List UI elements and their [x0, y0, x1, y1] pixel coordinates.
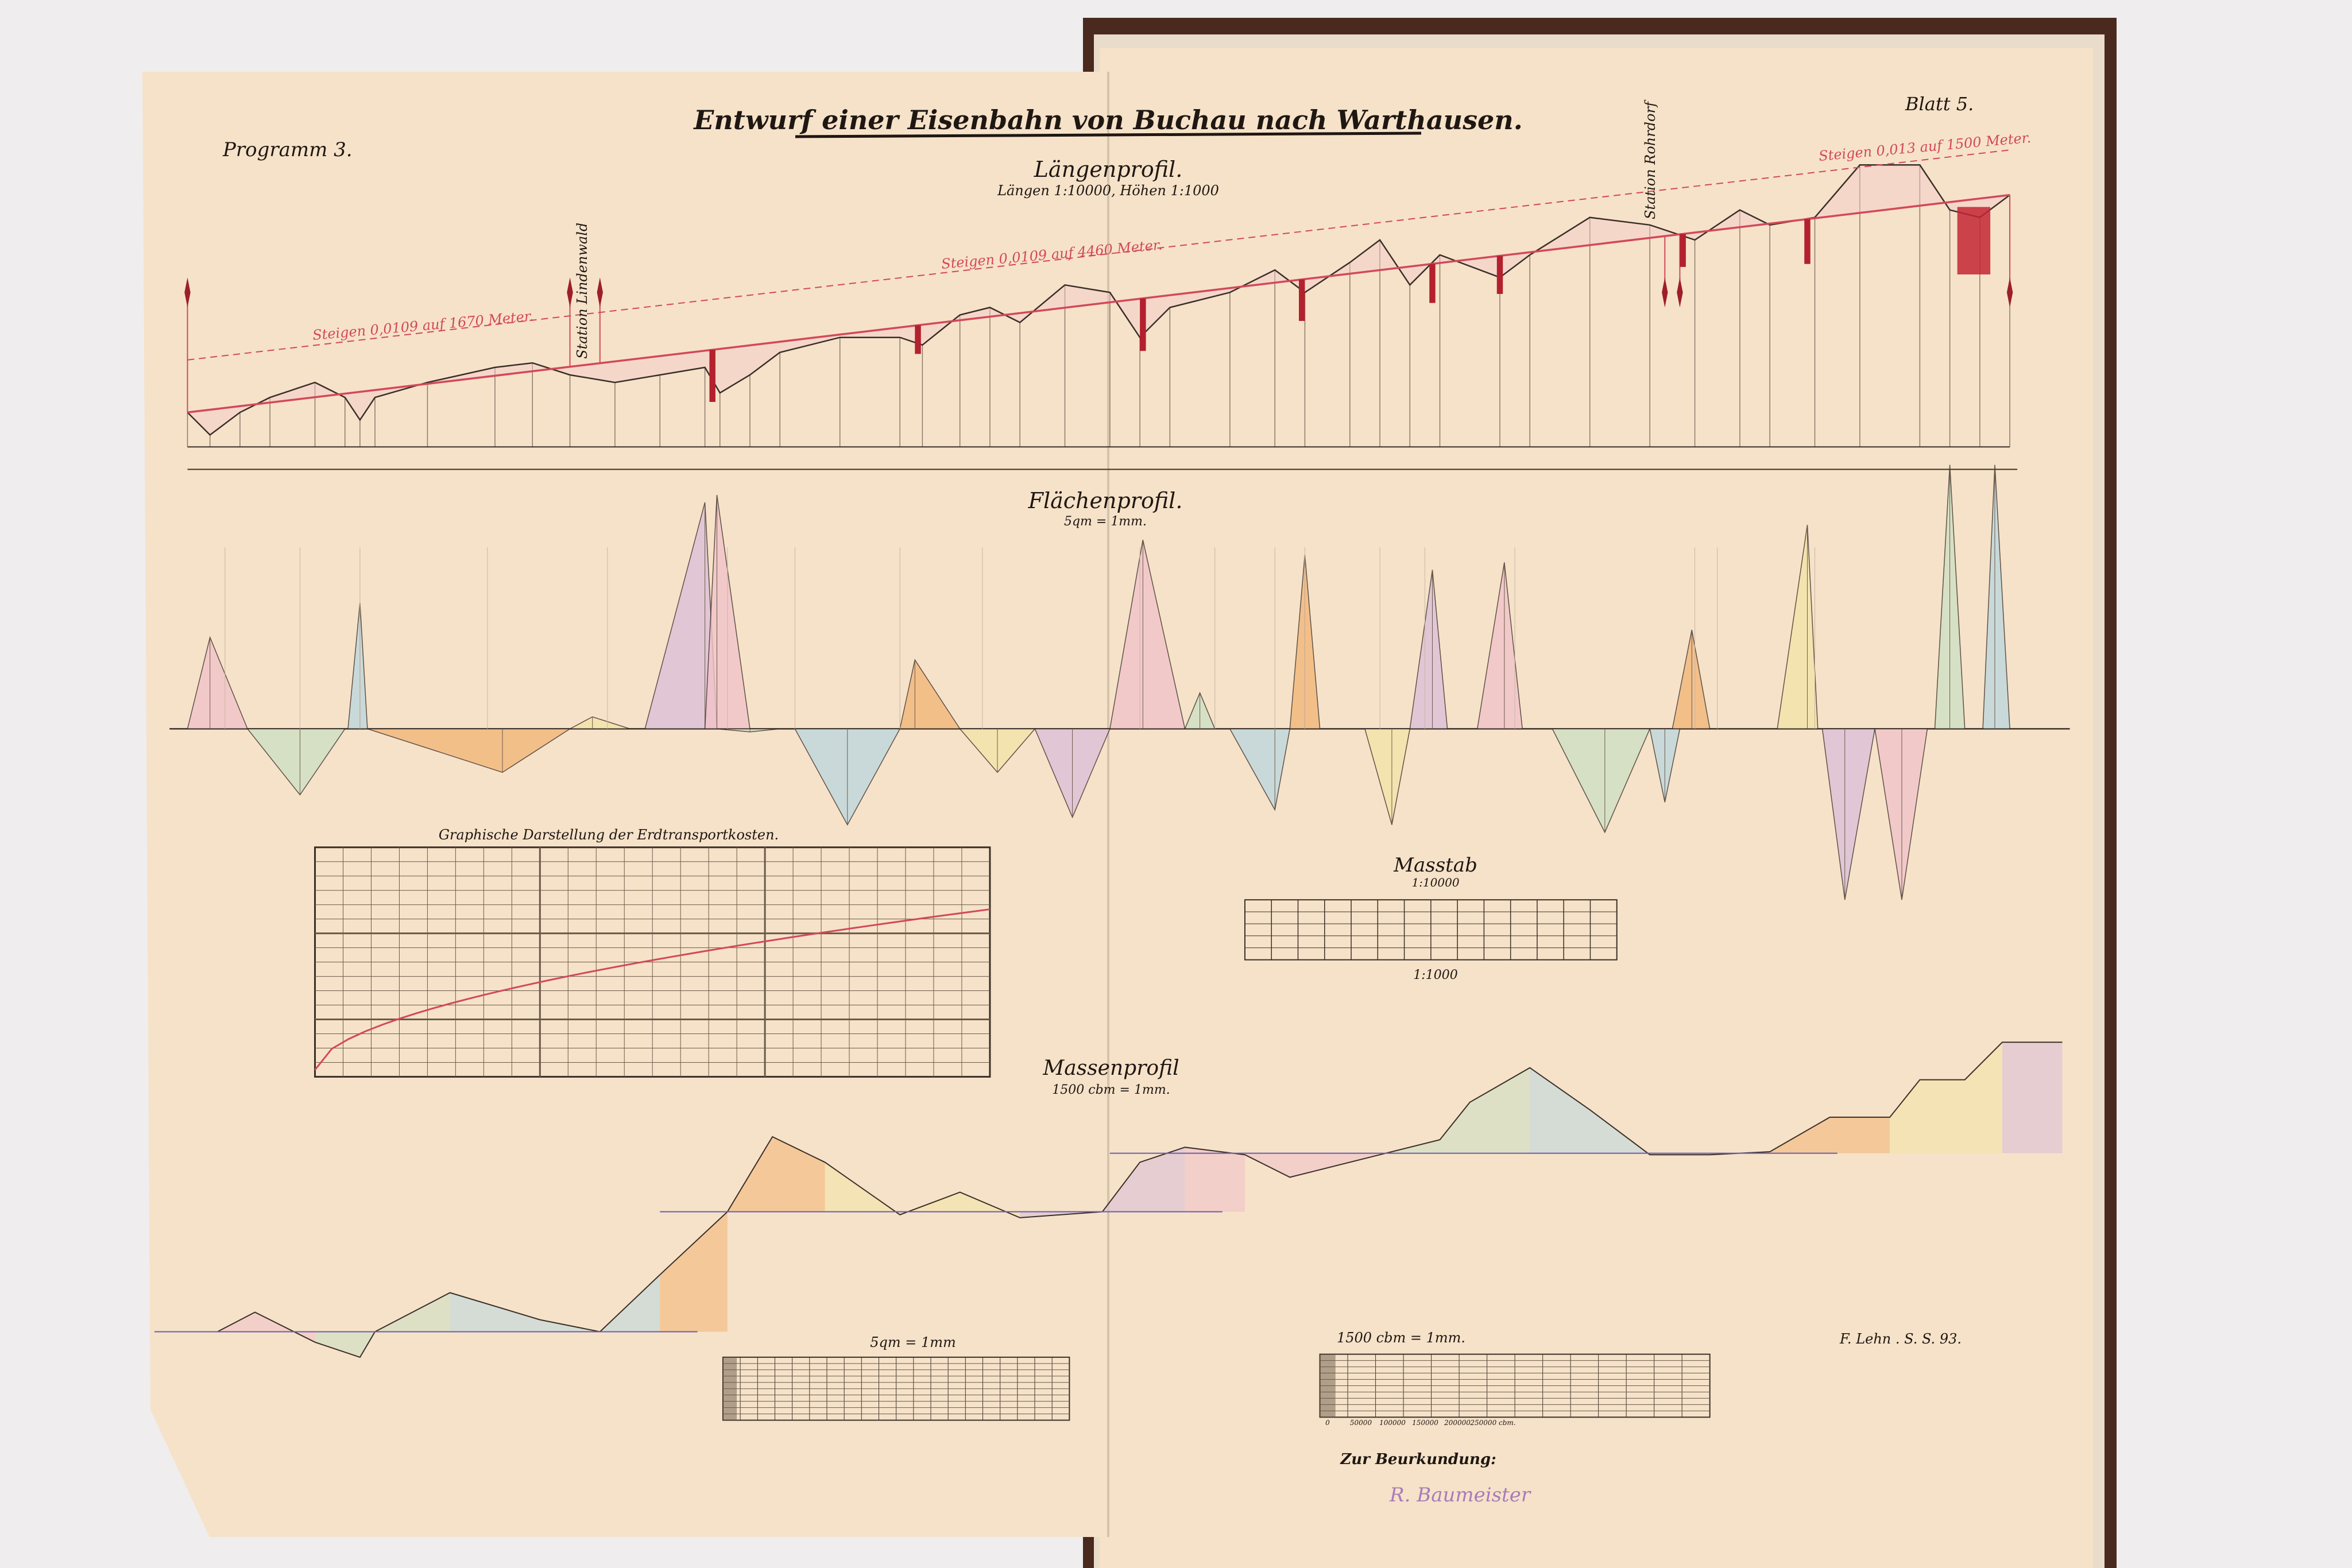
mass-fill	[1890, 1079, 1920, 1153]
volume-tick-2: 100000	[1379, 1419, 1406, 1427]
massenprofil-heading: Massenprofil	[1042, 1056, 1179, 1080]
station-rohrdorf: Station Rohrdorf	[1642, 99, 1658, 219]
laengenprofil-heading: Längenprofil.	[1034, 157, 1183, 182]
flaechenprofil-scale: 5qm = 1mm.	[1064, 514, 1147, 529]
bottom-scales	[722, 1353, 1711, 1421]
certification-stamp: R. Baumeister	[1389, 1484, 1531, 1507]
mass-fill	[1185, 1147, 1245, 1212]
area-triangle	[1672, 629, 1711, 730]
masstab-heading: Masstab	[1393, 854, 1477, 877]
massenprofil-drawing	[154, 1042, 2063, 1358]
area-triangle	[1874, 728, 1928, 900]
station-lindenwald: Station Lindenwald	[574, 223, 590, 359]
volume-tick-0: 0	[1325, 1419, 1330, 1427]
area-triangle	[570, 716, 630, 730]
masstab-scale	[1244, 899, 1618, 961]
bridge-culvert	[1804, 219, 1811, 264]
laengenprofil-scale: Längen 1:10000, Höhen 1:1000	[997, 183, 1219, 199]
bridge-culvert	[1429, 264, 1436, 303]
mass-fill	[1440, 1102, 1470, 1153]
grade-line	[187, 193, 2010, 414]
bridge-culvert	[1496, 255, 1503, 294]
mass-fill	[1829, 1117, 1890, 1153]
flaechenprofil-heading: Flächenprofil.	[1028, 488, 1183, 513]
transport-cost-chart	[314, 846, 991, 1078]
masstab-scale-bottom: 1:1000	[1413, 968, 1457, 982]
area-triangle	[717, 728, 780, 733]
mass-fill	[1920, 1079, 1965, 1153]
area-triangle	[187, 636, 249, 730]
area-triangle	[1364, 728, 1411, 825]
massenprofil-scale: 1500 cbm = 1mm.	[1052, 1083, 1170, 1097]
area-triangle	[1552, 728, 1651, 834]
grade-dashed-line	[187, 149, 2010, 361]
area-triangle	[1476, 562, 1523, 730]
area-triangle	[1821, 728, 1875, 900]
title-underline	[795, 131, 1422, 138]
station-arrow-icon	[1662, 277, 1668, 308]
mass-fill	[1964, 1042, 2002, 1153]
area-triangle	[347, 602, 368, 730]
mass-fill	[1530, 1067, 1590, 1153]
bridge-culvert	[1298, 279, 1305, 321]
mass-fill	[2002, 1042, 2063, 1153]
station-arrow-icon	[2006, 277, 2013, 308]
station-arrow-icon	[597, 277, 603, 308]
transport-cost-curve	[314, 908, 991, 1071]
cut-fill-area	[187, 165, 2010, 435]
sheet-number: Blatt 5.	[1905, 93, 1974, 115]
station-arrow-icon	[567, 277, 573, 308]
author-signature: F. Lehn . S. S. 93.	[1839, 1331, 1962, 1347]
volume-scale-label: 1500 cbm = 1mm.	[1337, 1330, 1465, 1346]
area-triangle	[1109, 540, 1186, 730]
area-triangle	[1409, 570, 1448, 730]
mass-fill	[1140, 1147, 1185, 1212]
area-scale-label: 5qm = 1mm	[870, 1334, 956, 1350]
area-triangle	[1982, 464, 2010, 730]
certification-label: Zur Beurkundung:	[1340, 1451, 1496, 1468]
mass-fill	[1469, 1067, 1530, 1153]
bridge-culvert	[915, 325, 921, 354]
volume-tick-3: 150000	[1412, 1419, 1438, 1427]
mass-fill	[772, 1136, 825, 1212]
mass-fill	[450, 1292, 540, 1332]
volume-tick-4: 200000	[1444, 1419, 1471, 1427]
area-triangle	[367, 728, 572, 773]
bridge-culvert	[1680, 234, 1686, 267]
mass-curve	[154, 1042, 2063, 1358]
flaechenprofil-drawing	[169, 464, 2070, 900]
program-label: Programm 3.	[222, 138, 353, 161]
bridge-culvert	[709, 350, 715, 402]
left-sheet	[142, 72, 1111, 1537]
mass-fill	[315, 1331, 360, 1357]
masstab-scale-top: 1:10000	[1411, 876, 1459, 889]
transport-chart-heading: Graphische Darstellung der Erdtransportk…	[439, 827, 779, 843]
viaduct	[1957, 207, 1991, 274]
station-arrow-icon	[1677, 277, 1683, 308]
volume-tick-5: 250000 cbm.	[1469, 1419, 1515, 1427]
sheet-title: Entwurf einer Eisenbahn von Buchau nach …	[693, 104, 1522, 135]
bridge-culvert	[1140, 298, 1146, 351]
volume-tick-1: 50000	[1350, 1419, 1372, 1427]
mass-fill	[660, 1211, 728, 1332]
laengenprofil-drawing	[184, 149, 2018, 470]
area-triangle	[246, 728, 346, 796]
area-triangle	[1777, 525, 1819, 730]
station-arrow-icon	[184, 277, 191, 308]
